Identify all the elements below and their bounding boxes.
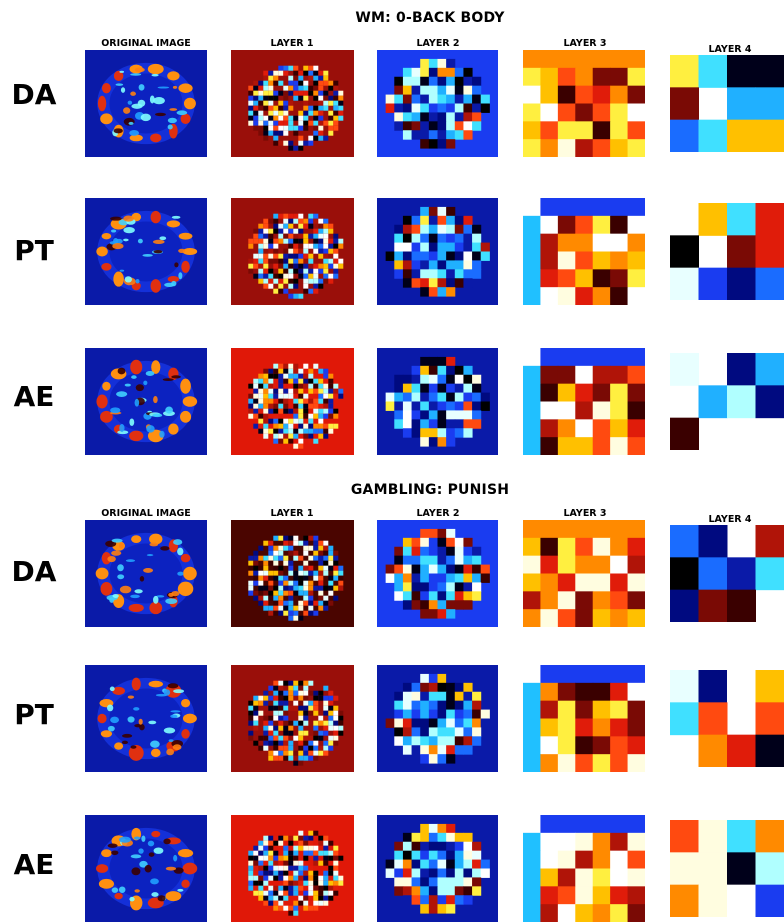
- original-image: [85, 348, 207, 455]
- layer1-image: [231, 520, 354, 627]
- col-header-layer4: LAYER 4: [668, 44, 784, 55]
- col-header-layer2: LAYER 2: [376, 508, 500, 519]
- layer3-image: [523, 665, 645, 772]
- col-header-layer1: LAYER 1: [230, 508, 354, 519]
- layer2-image: [377, 520, 498, 627]
- layer4-image: [670, 203, 784, 300]
- col-header-layer1: LAYER 1: [230, 38, 354, 49]
- layer2-image: [377, 50, 498, 157]
- layer2-image: [377, 665, 498, 772]
- layer1-image: [231, 50, 354, 157]
- layer1-image: [231, 665, 354, 772]
- section-title-wm: WM: 0-BACK BODY: [0, 10, 784, 26]
- layer4-image: [670, 820, 784, 917]
- row-label-ae: AE: [10, 848, 58, 881]
- layer4-image: [670, 670, 784, 767]
- original-image: [85, 520, 207, 627]
- layer3-image: [523, 520, 645, 627]
- layer2-image: [377, 815, 498, 922]
- row-label-da: DA: [10, 78, 58, 111]
- col-header-layer3: LAYER 3: [523, 38, 647, 49]
- col-header-layer4: LAYER 4: [668, 514, 784, 525]
- original-image: [85, 665, 207, 772]
- section-title-gambling: GAMBLING: PUNISH: [0, 482, 784, 498]
- original-image: [85, 198, 207, 305]
- layer4-image: [670, 55, 784, 152]
- layer1-image: [231, 815, 354, 922]
- col-header-layer3: LAYER 3: [523, 508, 647, 519]
- col-header-original: ORIGINAL IMAGE: [84, 38, 208, 49]
- layer2-image: [377, 198, 498, 305]
- layer3-image: [523, 50, 645, 157]
- col-header-layer2: LAYER 2: [376, 38, 500, 49]
- original-image: [85, 815, 207, 922]
- layer1-image: [231, 198, 354, 305]
- row-label-pt: PT: [10, 234, 58, 267]
- layer3-image: [523, 815, 645, 922]
- original-image: [85, 50, 207, 157]
- layer3-image: [523, 348, 645, 455]
- row-label-pt: PT: [10, 698, 58, 731]
- layer3-image: [523, 198, 645, 305]
- row-label-da: DA: [10, 555, 58, 588]
- row-label-ae: AE: [10, 380, 58, 413]
- layer1-image: [231, 348, 354, 455]
- col-header-original: ORIGINAL IMAGE: [84, 508, 208, 519]
- layer2-image: [377, 348, 498, 455]
- layer4-image: [670, 525, 784, 622]
- layer4-image: [670, 353, 784, 450]
